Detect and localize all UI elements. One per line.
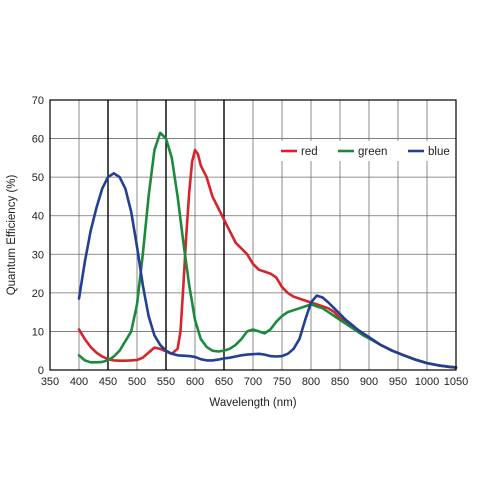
legend-background (276, 141, 454, 161)
series-line-red (77, 148, 458, 369)
y-tick-label: 70 (32, 95, 44, 107)
y-tick-labels: 0 10 20 30 40 50 60 70 (32, 95, 44, 377)
x-tick-label: 750 (273, 376, 291, 388)
x-tick-label: 450 (99, 376, 117, 388)
x-tick-label: 700 (244, 376, 262, 388)
series-lines (77, 131, 458, 369)
series-line-green (77, 131, 458, 369)
y-tick-label: 50 (32, 172, 44, 184)
x-tick-label: 850 (331, 376, 349, 388)
series-line-blue (77, 172, 458, 369)
y-tick-label: 40 (32, 211, 44, 223)
grid (50, 100, 456, 370)
y-tick-label: 20 (32, 288, 44, 300)
x-tick-label: 400 (70, 376, 88, 388)
x-tick-label: 600 (186, 376, 204, 388)
x-tick-label: 800 (302, 376, 320, 388)
y-tick-label: 0 (38, 365, 44, 377)
x-tick-label: 1000 (415, 376, 439, 388)
x-tick-label: 950 (389, 376, 407, 388)
y-tick-label: 60 (32, 134, 44, 146)
x-tick-labels: 350 400 450 500 550 600 650 700 750 800 850 900 950 1… (41, 376, 468, 388)
y-axis-label: Quantum Efficiency (%) (6, 175, 18, 296)
plot-frame (49, 99, 457, 371)
legend-label-blue: blue (428, 146, 450, 158)
legend-label-red: red (301, 146, 318, 158)
x-axis-label: Wavelength (nm) (209, 397, 296, 409)
x-tick-label: 650 (215, 376, 233, 388)
legend: red green blue (276, 141, 454, 161)
x-tick-label: 550 (157, 376, 175, 388)
x-tick-label: 500 (128, 376, 146, 388)
x-tick-label: 350 (41, 376, 59, 388)
x-tick-label: 900 (360, 376, 378, 388)
y-tick-label: 30 (32, 249, 44, 261)
y-tick-label: 10 (32, 326, 44, 338)
x-tick-label: 1050 (444, 376, 468, 388)
legend-label-green: green (358, 146, 387, 158)
